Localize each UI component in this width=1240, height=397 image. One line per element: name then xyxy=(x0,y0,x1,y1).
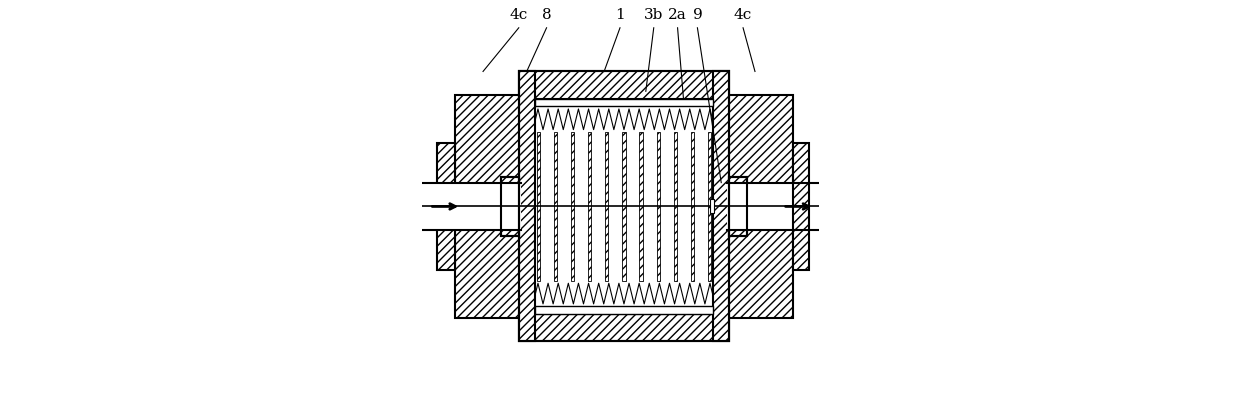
Bar xyxy=(640,132,642,281)
Bar xyxy=(588,132,591,281)
Bar xyxy=(518,71,729,341)
Bar xyxy=(729,177,746,236)
Bar xyxy=(518,71,729,99)
Bar xyxy=(713,71,729,341)
Text: 1: 1 xyxy=(615,8,625,22)
Bar xyxy=(673,132,677,281)
Bar xyxy=(554,132,557,281)
Bar xyxy=(534,306,713,314)
Text: 9: 9 xyxy=(693,8,702,22)
Bar xyxy=(422,183,521,230)
Bar xyxy=(711,200,714,214)
Bar xyxy=(537,132,541,281)
Bar xyxy=(656,132,660,281)
Bar xyxy=(727,183,818,230)
Bar xyxy=(727,95,792,318)
Bar xyxy=(605,132,609,281)
Text: 3b: 3b xyxy=(644,8,663,22)
Text: 4c: 4c xyxy=(734,8,753,22)
Bar xyxy=(518,71,534,341)
Bar xyxy=(729,177,746,236)
Bar xyxy=(455,95,521,318)
Bar xyxy=(691,132,694,281)
Text: 8: 8 xyxy=(542,8,552,22)
Bar xyxy=(534,99,713,106)
Text: 2a: 2a xyxy=(668,8,687,22)
Bar xyxy=(501,177,518,236)
Text: 4c: 4c xyxy=(510,8,528,22)
Bar xyxy=(501,177,518,236)
Bar xyxy=(518,314,729,341)
Bar xyxy=(708,132,711,281)
Bar xyxy=(622,132,625,281)
Bar xyxy=(792,143,808,270)
Bar xyxy=(572,132,574,281)
Bar xyxy=(438,143,455,270)
